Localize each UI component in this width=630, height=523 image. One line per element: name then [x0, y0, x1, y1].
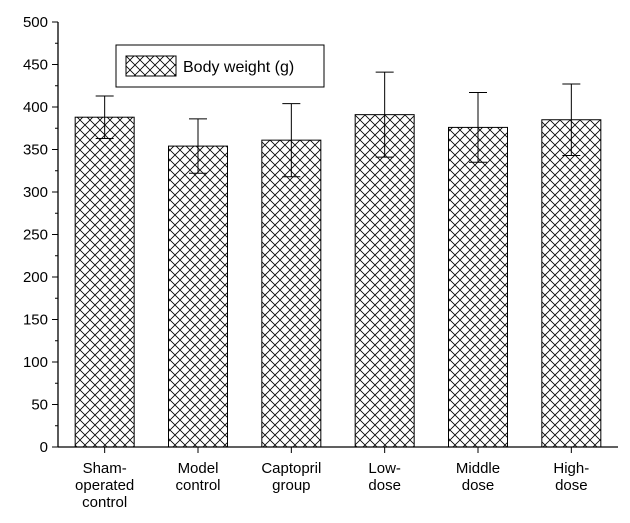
x-tick-label: Captopril group	[261, 460, 321, 494]
plot-area: Sham-operated control Model control Captopri…	[23, 14, 618, 511]
y-tick-label: 250	[23, 227, 48, 244]
bar	[541, 119, 602, 448]
y-tick-label: 450	[23, 57, 48, 74]
y-tick-label: 500	[23, 14, 48, 31]
x-tick-label: Sham-operated control	[75, 460, 134, 511]
y-tick-label: 200	[23, 269, 48, 286]
x-tick-label: Middle dose	[456, 460, 500, 494]
y-tick-label: 300	[23, 184, 48, 201]
x-tick-label: High-dose	[553, 460, 589, 494]
y-tick-label: 400	[23, 99, 48, 116]
y-tick-label: 0	[40, 439, 48, 456]
legend: Body weight (g)	[115, 44, 325, 88]
legend-label: Body weight (g)	[183, 59, 294, 76]
x-tick-label: Model control	[175, 460, 220, 494]
y-tick-label: 350	[23, 142, 48, 159]
bar	[74, 116, 135, 448]
y-tick-label: 100	[23, 354, 48, 371]
y-tick-label: 150	[23, 312, 48, 329]
legend-swatch	[125, 55, 177, 77]
bar	[354, 114, 415, 448]
x-tick-label: Low-dose	[368, 460, 401, 494]
bar	[168, 145, 228, 448]
bar	[448, 126, 508, 448]
bar	[261, 139, 322, 448]
y-tick-label: 50	[31, 397, 48, 414]
